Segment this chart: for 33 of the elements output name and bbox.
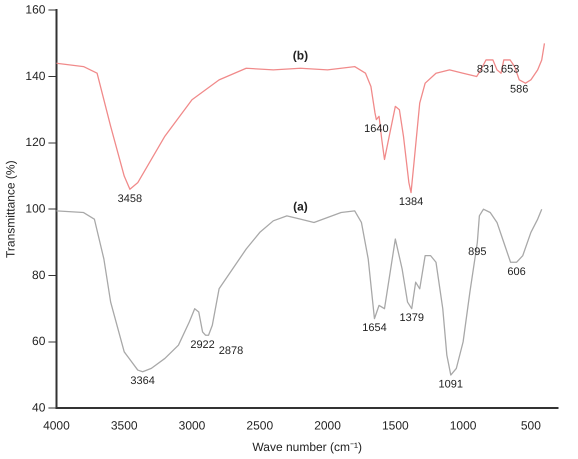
- annotation: 1654: [362, 322, 387, 334]
- y-axis-title: Transmittance (%): [4, 160, 18, 258]
- y-tick-label: 120: [25, 135, 46, 150]
- annotation: 2878: [218, 344, 244, 357]
- x-tick-label: 1500: [382, 418, 409, 433]
- annotation: 1091: [438, 378, 464, 391]
- annotation: 1640: [364, 123, 389, 136]
- x-tick-label: 1000: [450, 418, 477, 433]
- annotation: 606: [507, 266, 526, 278]
- y-tick-label: 160: [25, 2, 46, 17]
- x-tick-label: 3000: [178, 418, 206, 433]
- x-tick-label: 2000: [314, 418, 342, 433]
- annotation: 2922: [190, 338, 215, 351]
- annotation: 3364: [130, 375, 155, 388]
- x-tick-label: 500: [520, 418, 542, 433]
- annotation: 831: [476, 63, 496, 76]
- x-axis-title: Wave number (cm⁻¹): [252, 440, 362, 454]
- annotation: 3458: [118, 192, 142, 205]
- x-tick-label: 3500: [110, 418, 138, 433]
- y-tick-label: 40: [32, 400, 46, 415]
- annotation: 895: [468, 246, 487, 258]
- series-label: (b): [292, 48, 308, 63]
- y-tick-label: 80: [32, 268, 46, 282]
- x-tick-label: 2500: [246, 418, 274, 433]
- annotation: 586: [510, 83, 528, 96]
- annotation: 1384: [398, 196, 424, 208]
- series-label: (a): [293, 199, 308, 214]
- y-tick-label: 100: [25, 202, 46, 216]
- annotation: 1379: [399, 312, 424, 324]
- y-tick-label: 140: [25, 68, 46, 83]
- annotation: 653: [500, 63, 520, 76]
- x-tick-label: 4000: [43, 418, 70, 433]
- y-tick-label: 60: [32, 334, 46, 348]
